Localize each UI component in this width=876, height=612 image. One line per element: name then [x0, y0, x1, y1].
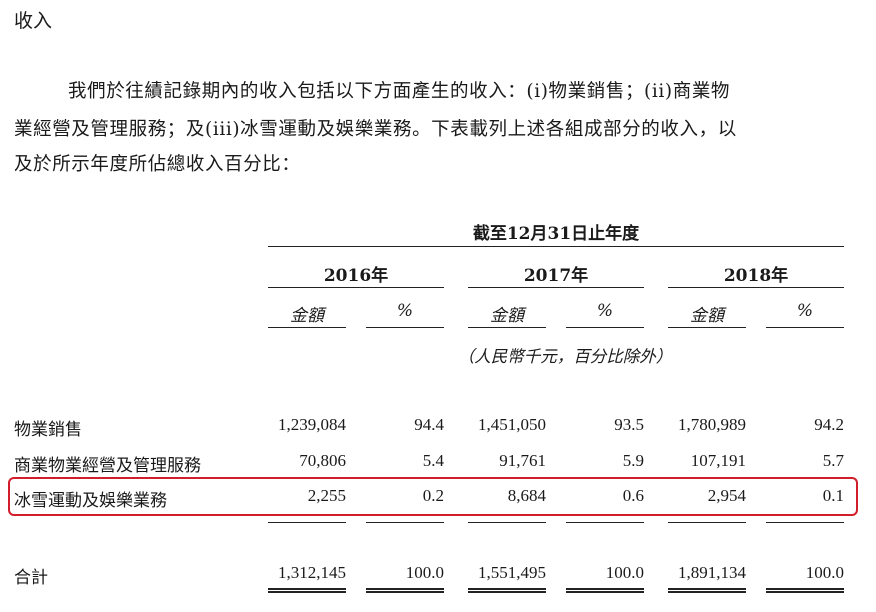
sub-rule: [566, 327, 644, 328]
total-top-rule: [766, 522, 844, 523]
table-cell: 0.1: [822, 486, 844, 505]
table-cell: 0.6: [622, 486, 644, 505]
table-cell: 2,255: [307, 486, 346, 505]
table-cell: 2,954: [707, 486, 746, 505]
total-top-rule: [668, 522, 746, 523]
table-cell: 70,806: [299, 451, 346, 470]
table-cell: 107,191: [690, 451, 746, 470]
sub-rule: [366, 327, 444, 328]
row-label-ice-snow-business: 冰雪運動及娛樂業務: [14, 491, 167, 511]
percent-header-2018: %: [796, 301, 814, 321]
total-cell: 1,891,134: [678, 563, 746, 582]
intro-paragraph-line-3: 及於所示年度所佔總收入百分比：: [14, 154, 301, 175]
sub-rule: [268, 327, 346, 328]
total-top-rule: [268, 522, 346, 523]
sub-rule: [468, 327, 546, 328]
year-rule-2017: [468, 287, 644, 288]
row-label-total: 合計: [14, 568, 48, 588]
amount-header-2018: 金額: [690, 306, 724, 326]
table-cell: 5.9: [622, 451, 644, 470]
sub-rule: [766, 327, 844, 328]
total-top-rule: [468, 522, 546, 523]
total-double-rule: [766, 588, 844, 593]
year-header-2016: 2016年: [323, 266, 389, 286]
table-cell: 91,761: [499, 451, 546, 470]
table-cell: 8,684: [507, 486, 546, 505]
amount-header-2016: 金額: [290, 306, 324, 326]
total-cell: 100.0: [405, 563, 444, 582]
total-top-rule: [366, 522, 444, 523]
year-header-2017: 2017年: [523, 266, 589, 286]
total-double-rule: [668, 588, 746, 593]
percent-header-2017: %: [596, 301, 614, 321]
unit-note: （人民幣千元，百分比除外）: [457, 347, 673, 366]
period-header-rule: [268, 246, 844, 247]
table-cell: 0.2: [422, 486, 444, 505]
table-cell: 94.2: [814, 415, 844, 434]
total-cell: 100.0: [605, 563, 644, 582]
total-double-rule: [268, 588, 346, 593]
row-label-property-sales: 物業銷售: [14, 420, 82, 440]
percent-header-2016: %: [396, 301, 414, 321]
total-double-rule: [366, 588, 444, 593]
period-header: 截至12月31日止年度: [472, 224, 640, 244]
table-cell: 1,239,084: [278, 415, 346, 434]
total-double-rule: [468, 588, 546, 593]
intro-paragraph-line-2: 業經營及管理服務；及(iii)冰雪運動及娛樂業務。下表載列上述各組成部分的收入，…: [14, 119, 737, 140]
total-cell: 1,551,495: [478, 563, 546, 582]
year-rule-2018: [668, 287, 844, 288]
section-heading: 收入: [14, 10, 53, 32]
total-top-rule: [566, 522, 644, 523]
table-cell: 94.4: [414, 415, 444, 434]
highlight-box: [8, 477, 858, 516]
amount-header-2017: 金額: [490, 306, 524, 326]
table-cell: 5.7: [822, 451, 844, 470]
total-cell: 1,312,145: [278, 563, 346, 582]
total-cell: 100.0: [805, 563, 844, 582]
table-cell: 93.5: [614, 415, 644, 434]
sub-rule: [668, 327, 746, 328]
year-header-2018: 2018年: [723, 266, 789, 286]
table-cell: 1,451,050: [478, 415, 546, 434]
table-cell: 5.4: [422, 451, 444, 470]
table-cell: 1,780,989: [678, 415, 746, 434]
year-rule-2016: [268, 287, 444, 288]
total-double-rule: [566, 588, 644, 593]
intro-paragraph-line-1: 我們於往績記錄期內的收入包括以下方面產生的收入：(i)物業銷售；(ii)商業物: [68, 81, 731, 102]
row-label-commercial-management: 商業物業經營及管理服務: [14, 456, 201, 476]
